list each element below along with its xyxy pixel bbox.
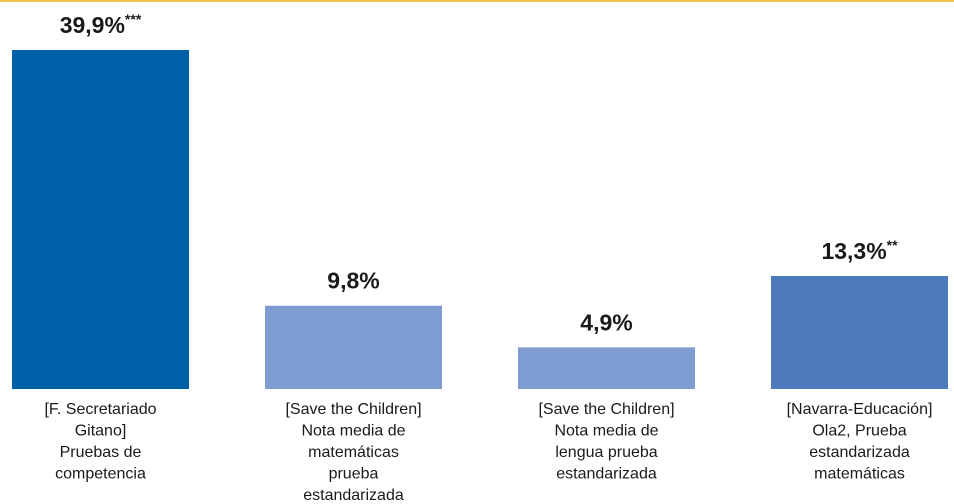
significance-marker: **: [887, 237, 898, 253]
value-label-1: 39,9%***: [60, 11, 142, 38]
bar-1: [12, 50, 189, 389]
bar-3: [518, 347, 695, 389]
category-label-4: [Navarra-Educación] Ola2, Prueba estandari…: [787, 401, 933, 483]
bar-4: [771, 276, 948, 389]
category-label-1: [F. Secretariado Gitano] Pruebas de compete…: [44, 401, 156, 483]
category-label-3: [Save the Children] Nota media de lengua p…: [538, 401, 674, 483]
value-label-3: 4,9%: [580, 309, 632, 335]
significance-marker: ***: [125, 11, 142, 27]
top-accent-rule: [0, 0, 954, 2]
value-label-4: 13,3%**: [821, 237, 898, 264]
bar-2: [265, 305, 442, 389]
category-label-2: [Save the Children] Nota media de matemáti…: [285, 401, 421, 504]
value-label-2: 9,8%: [327, 268, 379, 294]
